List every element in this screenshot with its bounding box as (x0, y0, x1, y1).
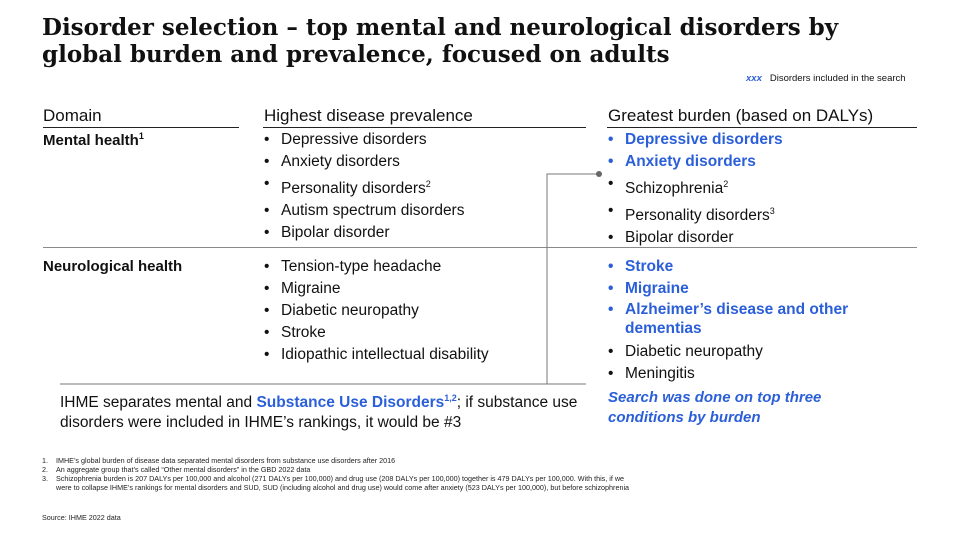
header-domain: Domain (43, 106, 102, 125)
header-rule-burden (607, 127, 917, 128)
list-item: Stroke (264, 322, 489, 344)
list-item: Autism spectrum disorders (264, 200, 464, 222)
list-item: Diabetic neuropathy (608, 341, 885, 363)
list-item: Schizophrenia2 (608, 173, 783, 200)
list-item: Personality disorders3 (608, 200, 783, 227)
list-item-included: Depressive disorders (608, 129, 783, 151)
header-rule-prevalence (263, 127, 586, 128)
domain-footnote-ref: 1 (138, 131, 144, 141)
mental-prevalence-list: Depressive disorders Anxiety disorders P… (264, 129, 464, 244)
list-item: Personality disorders2 (264, 173, 464, 200)
footnote: 3. Schizophrenia burden is 207 DALYs per … (42, 474, 630, 492)
neuro-prevalence-list: Tension-type headache Migraine Diabetic … (264, 256, 489, 366)
header-prevalence: Highest disease prevalence (264, 106, 473, 125)
footnote: 2. An aggregate group that’s called “Othe… (42, 465, 311, 474)
domain-mental-health: Mental health1 (43, 131, 144, 149)
domain-neurological-health: Neurological health (43, 258, 182, 275)
list-item: Anxiety disorders (264, 151, 464, 173)
search-callout: Search was done on top three conditions … (608, 389, 822, 426)
domain-label: Mental health (43, 132, 139, 149)
list-item: Tension-type headache (264, 256, 489, 278)
header-rule-domain (43, 127, 239, 128)
legend-label: Disorders included in the search (769, 73, 906, 84)
sud-highlight: Substance Use Disorders (256, 394, 445, 412)
list-item: Bipolar disorder (264, 222, 464, 244)
source-note: Source: IHME 2022 data (42, 513, 121, 522)
list-item-included: Stroke (608, 256, 885, 278)
list-item: Meningitis (608, 363, 885, 385)
neuro-burden-list: Stroke Migraine Alzheimer’s disease and … (608, 256, 885, 385)
page-title: Disorder selection – top mental and neur… (42, 14, 839, 68)
sud-note: IHME separates mental and Substance Use … (60, 393, 578, 432)
legend: xxx Disorders included in the search (746, 73, 906, 84)
connector-dot (596, 171, 602, 177)
list-item-included: Anxiety disorders (608, 151, 783, 173)
row-divider (43, 247, 917, 248)
legend-key: xxx (746, 73, 762, 84)
footnote: 1. IMHE’s global burden of disease data s… (42, 456, 396, 465)
header-burden: Greatest burden (based on DALYs) (608, 106, 874, 125)
list-item: Migraine (264, 278, 489, 300)
list-item-included: Migraine (608, 278, 885, 300)
list-item: Depressive disorders (264, 129, 464, 151)
list-item-included: Alzheimer’s disease and other dementias (608, 300, 885, 338)
list-item: Diabetic neuropathy (264, 300, 489, 322)
mental-burden-list: Depressive disorders Anxiety disorders S… (608, 129, 783, 249)
connector-line (60, 173, 598, 385)
list-item: Idiopathic intellectual disability (264, 344, 489, 366)
footnotes: 1. IMHE’s global burden of disease data s… (42, 456, 632, 492)
domain-label: Neurological health (43, 258, 183, 275)
list-item: Bipolar disorder (608, 227, 783, 249)
